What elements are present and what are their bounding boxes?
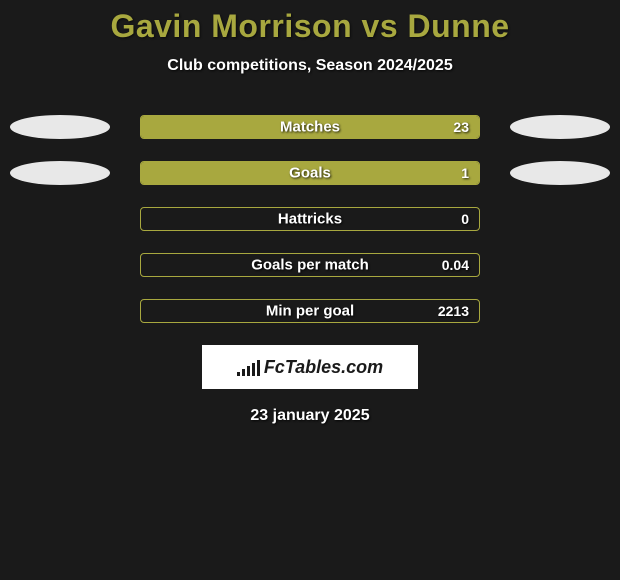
- stat-label: Min per goal: [141, 303, 479, 320]
- stat-value: 23: [453, 119, 469, 135]
- date-label: 23 january 2025: [0, 407, 620, 425]
- left-ellipse: [10, 115, 110, 139]
- right-ellipse: [510, 115, 610, 139]
- stat-value: 2213: [438, 303, 469, 319]
- stat-label: Goals: [141, 165, 479, 182]
- right-ellipse: [510, 253, 610, 277]
- right-ellipse: [510, 207, 610, 231]
- stat-row: Min per goal2213: [0, 299, 620, 323]
- stat-label: Goals per match: [141, 257, 479, 274]
- stat-bar-track: Goals1: [140, 161, 480, 185]
- stat-row: Goals1: [0, 161, 620, 185]
- comparison-infographic: Gavin Morrison vs Dunne Club competition…: [0, 0, 620, 425]
- stat-value: 0: [461, 211, 469, 227]
- stat-bar-track: Matches23: [140, 115, 480, 139]
- stats-rows: Matches23 Goals1 Hattricks0 Goals per match…: [0, 115, 620, 323]
- logo: FcTables.com: [237, 357, 383, 378]
- stat-bar-track: Hattricks0: [140, 207, 480, 231]
- stat-row: Hattricks0: [0, 207, 620, 231]
- stat-row: Goals per match0.04: [0, 253, 620, 277]
- right-ellipse: [510, 161, 610, 185]
- stat-label: Hattricks: [141, 211, 479, 228]
- stat-value: 1: [461, 165, 469, 181]
- stat-bar-track: Min per goal2213: [140, 299, 480, 323]
- left-ellipse: [10, 253, 110, 277]
- stat-row: Matches23: [0, 115, 620, 139]
- stat-label: Matches: [141, 119, 479, 136]
- logo-box: FcTables.com: [202, 345, 418, 389]
- left-ellipse: [10, 207, 110, 231]
- stat-bar-track: Goals per match0.04: [140, 253, 480, 277]
- logo-text: FcTables.com: [264, 357, 383, 378]
- stat-value: 0.04: [442, 257, 469, 273]
- page-title: Gavin Morrison vs Dunne: [0, 8, 620, 45]
- logo-chart-icon: [237, 358, 260, 376]
- right-ellipse: [510, 299, 610, 323]
- subtitle: Club competitions, Season 2024/2025: [0, 57, 620, 75]
- left-ellipse: [10, 161, 110, 185]
- left-ellipse: [10, 299, 110, 323]
